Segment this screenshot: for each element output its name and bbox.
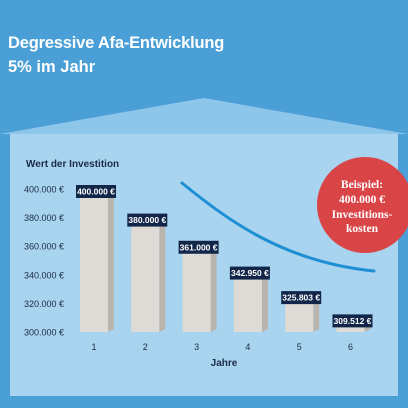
value-label-text: 380.000 € (128, 215, 166, 225)
x-tick-label: 6 (348, 342, 353, 352)
page-title: Degressive Afa-Entwicklung (8, 34, 225, 52)
value-label: 342.950 € (229, 266, 270, 280)
bar-side (261, 267, 268, 332)
badge-line-4: kosten (346, 223, 379, 235)
example-badge: Beispiel: 400.000 € Investitions- kosten (317, 157, 408, 253)
x-tick-label: 5 (297, 342, 302, 352)
value-labels: 400.000 € 380.000 € 361.000 € 342.950 € 325.… (76, 185, 373, 328)
value-label-bg (332, 314, 373, 328)
badge-line-3: Investitions- (332, 209, 393, 221)
bar-front (80, 189, 108, 332)
value-label-bg (229, 266, 270, 280)
bar-side (108, 186, 114, 332)
bar (182, 241, 217, 332)
value-label-bg (76, 185, 116, 198)
value-label: 361.000 € (178, 240, 219, 254)
badge-line-1: Beispiel: (341, 179, 383, 191)
value-label-text: 400.000 € (77, 187, 115, 197)
value-label-text: 342.950 € (231, 268, 269, 278)
y-tick-label: 400.000 € (24, 185, 64, 195)
value-label: 325.803 € (281, 291, 322, 305)
value-label-text: 309.512 € (334, 316, 372, 326)
value-label-text: 361.000 € (180, 242, 218, 252)
y-axis: 300.000 € 320.000 € 340.000 € 360.000 € 380.… (24, 185, 64, 338)
y-tick-label: 340.000 € (24, 270, 64, 280)
y-tick-label: 380.000 € (24, 213, 64, 223)
bar (131, 214, 166, 332)
value-label-bg (281, 291, 322, 305)
badge-line-2: 400.000 € (339, 194, 385, 206)
value-label: 380.000 € (127, 213, 168, 227)
y-tick-label: 360.000 € (24, 242, 64, 252)
value-label: 309.512 € (332, 314, 373, 328)
y-tick-label: 300.000 € (24, 328, 64, 338)
value-label-bg (127, 213, 168, 227)
value-label: 400.000 € (76, 185, 116, 198)
trend-curve (180, 181, 376, 273)
x-tick-label: 1 (91, 342, 96, 352)
x-tick-label: 4 (245, 342, 250, 352)
page-subtitle: 5% im Jahr (8, 58, 96, 76)
y-tick-label: 320.000 € (24, 299, 64, 309)
bar-side (210, 241, 217, 332)
y-axis-title: Wert der Investition (26, 159, 119, 170)
x-axis: 1 2 3 4 5 6 (91, 342, 353, 352)
badge-circle (317, 157, 408, 253)
value-label-text: 325.803 € (282, 293, 320, 303)
x-tick-label: 2 (143, 342, 148, 352)
bar-front (182, 244, 211, 332)
bar-side (159, 214, 166, 332)
value-label-bg (178, 240, 219, 254)
house-roof (0, 98, 408, 134)
x-tick-label: 3 (194, 342, 199, 352)
bar-front (233, 270, 262, 332)
bar-front (131, 217, 160, 332)
x-axis-title: Jahre (211, 358, 238, 369)
bar (80, 186, 114, 332)
